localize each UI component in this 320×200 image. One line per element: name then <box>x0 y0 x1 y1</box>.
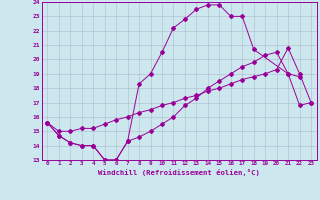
X-axis label: Windchill (Refroidissement éolien,°C): Windchill (Refroidissement éolien,°C) <box>98 169 260 176</box>
